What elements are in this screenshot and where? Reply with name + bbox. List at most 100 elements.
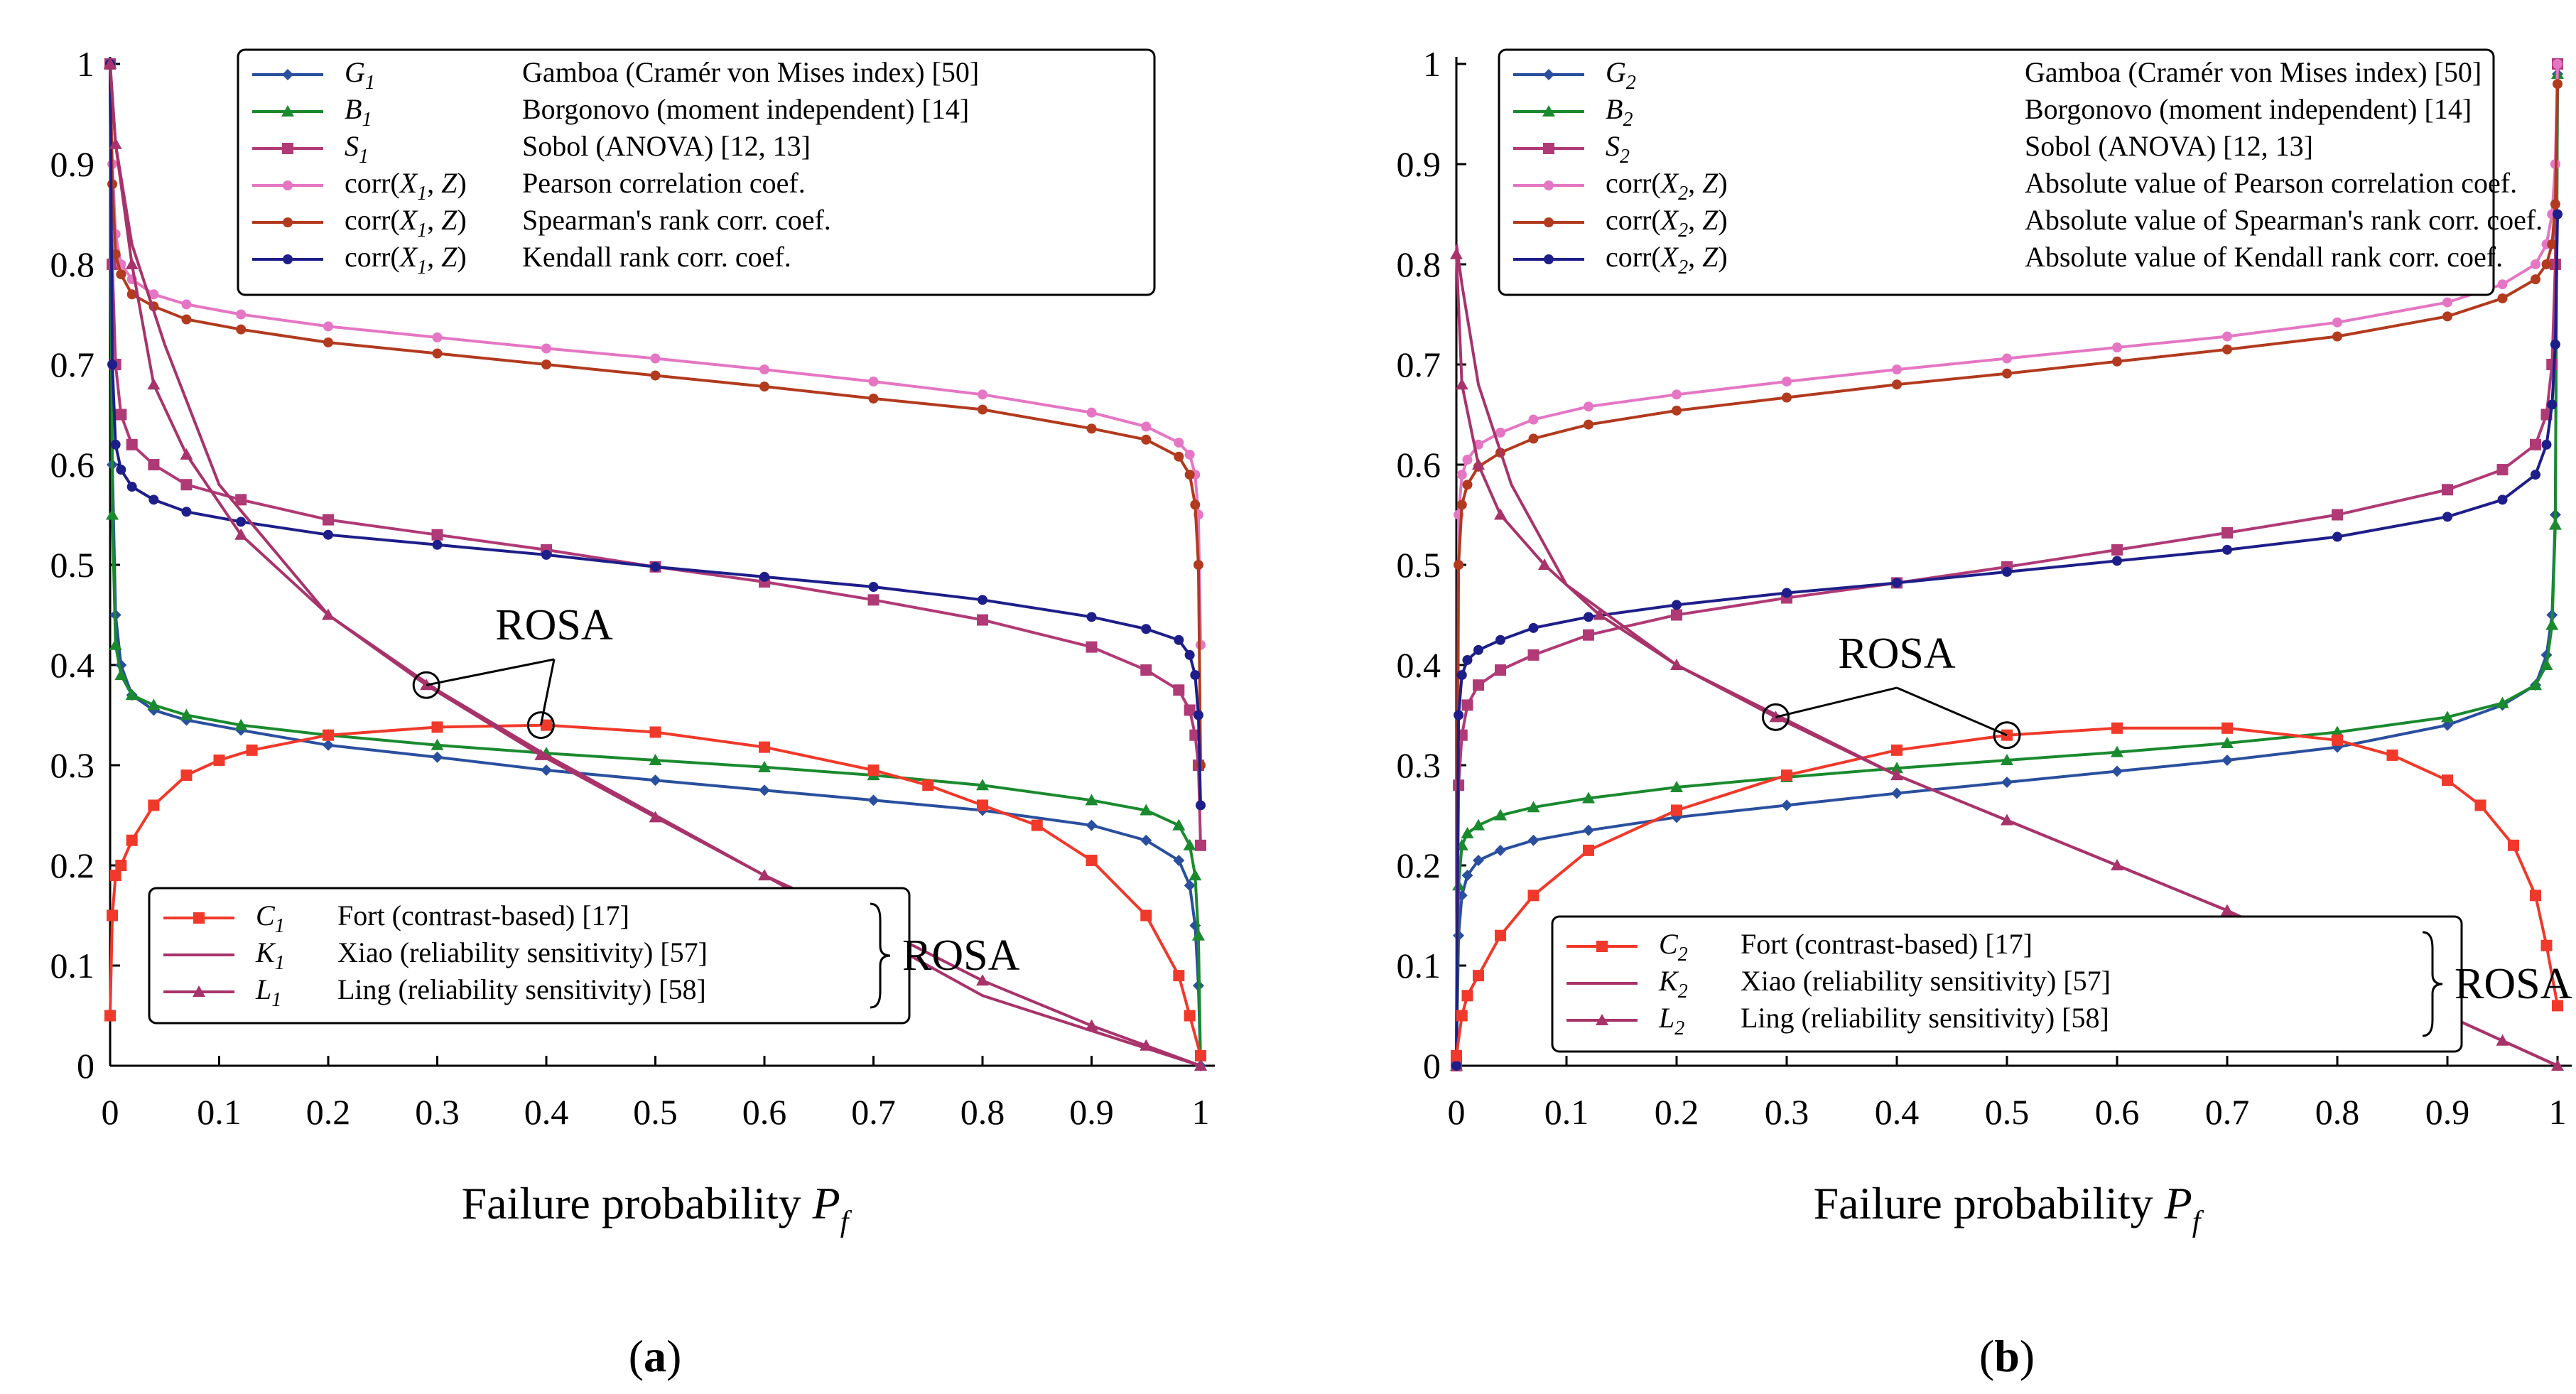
panel-a: 0 0.1 0.2 0.3 0.4 0.5 0.6 0.7 0.8 0.9 1 0 0.1 0.2 0.3 0… — [50, 44, 1215, 1381]
x-tick-label: 1 — [2549, 1092, 2567, 1132]
x-tick-label: 0.4 — [1875, 1092, 1920, 1132]
data-point — [2531, 259, 2540, 269]
data-point — [2001, 753, 2013, 765]
data-point — [1494, 508, 1507, 520]
data-point — [323, 529, 333, 540]
data-point — [2001, 814, 2013, 826]
data-point — [1538, 558, 1551, 570]
data-point — [1782, 392, 1792, 403]
data-point — [2442, 512, 2452, 522]
data-point — [116, 465, 126, 475]
data-point — [1462, 480, 1473, 490]
series-corr-kendall — [1451, 209, 2563, 1071]
data-point — [109, 870, 121, 882]
data-point — [125, 258, 139, 269]
data-point — [236, 517, 247, 527]
data-point — [1473, 854, 1484, 866]
data-point — [2112, 356, 2122, 367]
data-point — [323, 321, 333, 332]
data-point — [1670, 659, 1683, 670]
data-point — [1528, 414, 1539, 425]
data-point — [234, 718, 248, 730]
data-point — [180, 708, 193, 720]
x-axis-label: Failure probability Pf — [1814, 1178, 2204, 1238]
data-point — [323, 729, 334, 741]
data-point — [1184, 649, 1195, 660]
data-point — [1672, 600, 1682, 610]
rosa-marker-circle — [526, 711, 555, 740]
data-point — [180, 479, 193, 491]
data-point — [2111, 765, 2123, 777]
data-point — [1890, 769, 1903, 781]
data-point — [868, 376, 879, 387]
data-point — [2546, 359, 2558, 370]
data-point — [148, 289, 159, 300]
data-point — [2221, 722, 2233, 734]
data-point — [431, 529, 443, 541]
data-point — [1473, 679, 1484, 691]
legend-marker — [1544, 180, 1554, 190]
data-point — [1892, 578, 1902, 588]
series-line — [1455, 214, 2559, 1066]
data-point — [2112, 556, 2122, 566]
y-tick-label: 0.1 — [1397, 946, 1441, 985]
data-point — [1670, 781, 1683, 793]
data-point — [1141, 434, 1152, 445]
data-point — [1473, 644, 1483, 655]
data-point — [1527, 801, 1540, 813]
data-point — [2221, 736, 2234, 748]
data-point — [1456, 670, 1467, 681]
legend-description: Spearman's rank corr. coef. — [522, 204, 831, 236]
legend-box — [1551, 915, 2463, 1053]
data-point — [1173, 854, 1185, 866]
x-tick-label: 0.4 — [524, 1092, 569, 1132]
data-point — [104, 1010, 116, 1022]
data-point — [2111, 745, 2123, 757]
series-line — [1455, 84, 2559, 1066]
y-tick-label: 0.7 — [50, 345, 95, 384]
data-point — [2545, 618, 2559, 630]
data-point — [2540, 939, 2553, 951]
data-point — [1140, 834, 1152, 846]
data-point — [1085, 1019, 1098, 1031]
x-tick-label: 0.1 — [197, 1092, 242, 1132]
data-point — [2332, 331, 2342, 342]
y-tick-label: 0.8 — [50, 244, 95, 284]
series-line — [1455, 74, 2559, 1066]
data-point — [106, 508, 119, 520]
legend-description: Fort (contrast-based) [17] — [337, 899, 629, 931]
data-point — [213, 754, 225, 766]
data-point — [323, 514, 334, 526]
data-point — [2550, 339, 2560, 350]
y-tick-label: 0.9 — [50, 144, 95, 184]
x-tick-label: 0.2 — [306, 1092, 351, 1132]
series-corr-pearson — [1451, 59, 2563, 1071]
legend-bottom: C1 Fort (contrast-based) [17] K1 Xiao (reli… — [148, 887, 1020, 1025]
data-point — [2331, 725, 2344, 737]
series-line — [109, 63, 1202, 1066]
legend-bottom: C2 Fort (contrast-based) [17] K2 Xiao (reli… — [1551, 915, 2572, 1053]
legend-description: Absolute value of Kendall rank corr. coe… — [2025, 241, 2503, 273]
x-tick-label: 0.7 — [2205, 1092, 2250, 1132]
legend-group-label: ROSA — [2455, 960, 2572, 1008]
data-point — [323, 739, 334, 751]
data-point — [1141, 421, 1152, 432]
data-point — [867, 794, 880, 806]
data-point — [1593, 608, 1606, 620]
data-point — [1086, 612, 1097, 622]
series-line — [1455, 63, 2559, 1066]
series-line — [109, 63, 1201, 1067]
legend-description: Absolute value of Spearman's rank corr. … — [2025, 204, 2543, 236]
data-point — [541, 549, 551, 560]
data-point — [1456, 1010, 1468, 1022]
data-point — [1672, 405, 1682, 416]
data-point — [2332, 531, 2342, 542]
x-tick-label: 0.6 — [2095, 1092, 2140, 1132]
data-point — [867, 764, 880, 777]
series-line — [1455, 63, 2559, 1066]
x-tick-label: 0.1 — [1544, 1092, 1589, 1132]
data-point — [2221, 526, 2233, 539]
data-point — [1495, 634, 1505, 645]
legend-marker — [283, 254, 293, 264]
data-point — [1189, 869, 1202, 881]
